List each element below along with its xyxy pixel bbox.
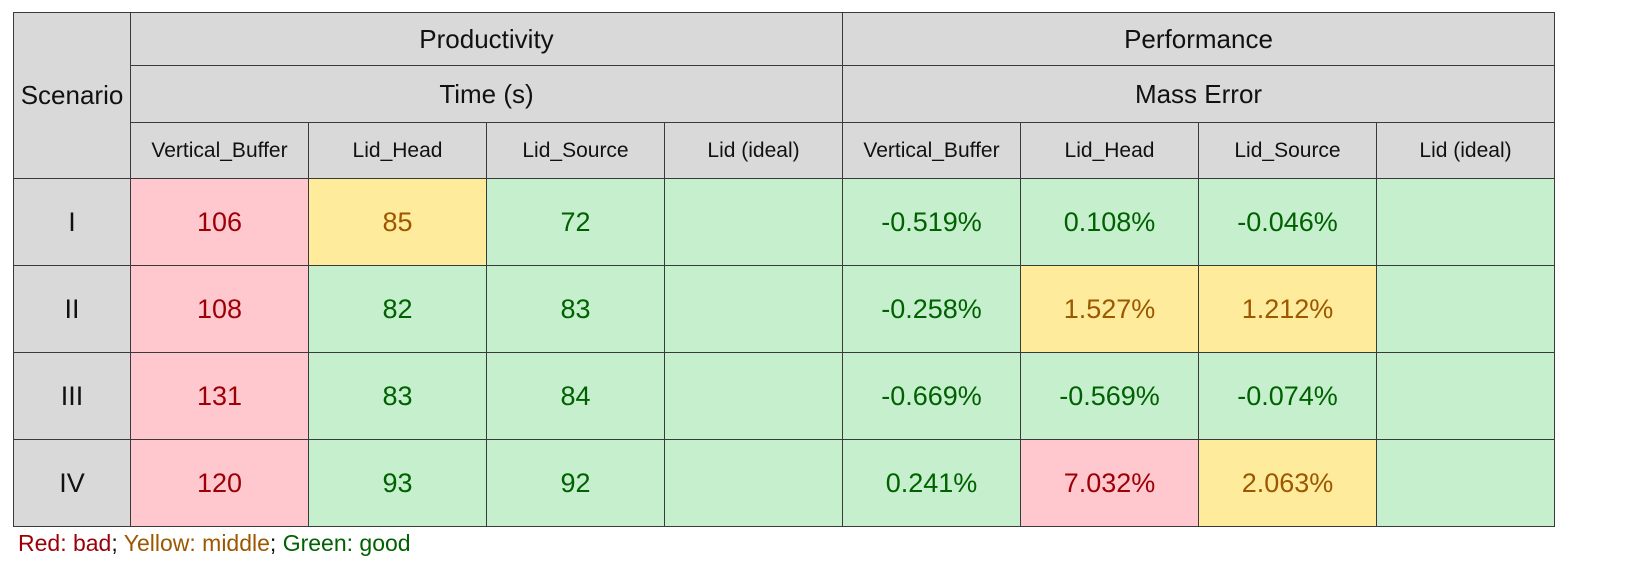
time-cell [664, 352, 843, 440]
table-row: IV 120 93 92 0.241% 7.032% 2.063% [13, 439, 1555, 527]
scenario-header: Scenario [13, 12, 131, 179]
legend-yellow: Yellow: middle [123, 530, 270, 556]
time-cell [664, 265, 843, 353]
legend-green: Green: good [282, 530, 411, 556]
mass-error-cell: -0.258% [842, 265, 1021, 353]
mass-error-cell [1376, 352, 1555, 440]
legend-separator: ; [269, 530, 277, 556]
mass-error-cell [1376, 439, 1555, 527]
mass-error-cell [1376, 178, 1555, 266]
time-cell: 72 [486, 178, 665, 266]
mass-error-cell: 7.032% [1020, 439, 1199, 527]
time-cell: 120 [130, 439, 309, 527]
mass-error-cell: 1.212% [1198, 265, 1377, 353]
col-header-mass-lid-ideal: Lid (ideal) [1376, 122, 1555, 179]
table-row: I 106 85 72 -0.519% 0.108% -0.046% [13, 178, 1555, 266]
mass-error-cell: -0.569% [1020, 352, 1199, 440]
time-cell: 85 [308, 178, 487, 266]
mass-error-cell: -0.519% [842, 178, 1021, 266]
row-label: III [13, 352, 131, 440]
table-row: II 108 82 83 -0.258% 1.527% 1.212% [13, 265, 1555, 353]
time-header: Time (s) [130, 65, 843, 123]
col-header-mass-lid-head: Lid_Head [1020, 122, 1199, 179]
col-header-time-vertical-buffer: Vertical_Buffer [130, 122, 309, 179]
mass-error-header: Mass Error [842, 65, 1555, 123]
mass-error-cell: -0.074% [1198, 352, 1377, 440]
time-cell: 106 [130, 178, 309, 266]
col-header-mass-lid-source: Lid_Source [1198, 122, 1377, 179]
time-cell [664, 439, 843, 527]
time-cell: 108 [130, 265, 309, 353]
row-label: I [13, 178, 131, 266]
row-label: II [13, 265, 131, 353]
col-header-time-lid-ideal: Lid (ideal) [664, 122, 843, 179]
mass-error-cell: 0.108% [1020, 178, 1199, 266]
time-cell: 84 [486, 352, 665, 440]
productivity-header: Productivity [130, 12, 843, 66]
results-table: Scenario Productivity Performance Time (… [13, 12, 1555, 527]
legend-red: Red: bad [18, 530, 112, 556]
performance-header: Performance [842, 12, 1555, 66]
time-cell: 83 [486, 265, 665, 353]
mass-error-cell [1376, 265, 1555, 353]
time-cell: 83 [308, 352, 487, 440]
mass-error-cell: 2.063% [1198, 439, 1377, 527]
col-header-mass-vertical-buffer: Vertical_Buffer [842, 122, 1021, 179]
color-legend: Red: bad; Yellow: middle; Green: good [18, 530, 411, 557]
time-cell: 131 [130, 352, 309, 440]
time-cell: 92 [486, 439, 665, 527]
col-header-time-lid-head: Lid_Head [308, 122, 487, 179]
legend-separator: ; [111, 530, 118, 556]
mass-error-cell: -0.669% [842, 352, 1021, 440]
time-cell [664, 178, 843, 266]
mass-error-cell: -0.046% [1198, 178, 1377, 266]
mass-error-cell: 1.527% [1020, 265, 1199, 353]
mass-error-cell: 0.241% [842, 439, 1021, 527]
time-cell: 82 [308, 265, 487, 353]
table-row: III 131 83 84 -0.669% -0.569% -0.074% [13, 352, 1555, 440]
col-header-time-lid-source: Lid_Source [486, 122, 665, 179]
time-cell: 93 [308, 439, 487, 527]
row-label: IV [13, 439, 131, 527]
